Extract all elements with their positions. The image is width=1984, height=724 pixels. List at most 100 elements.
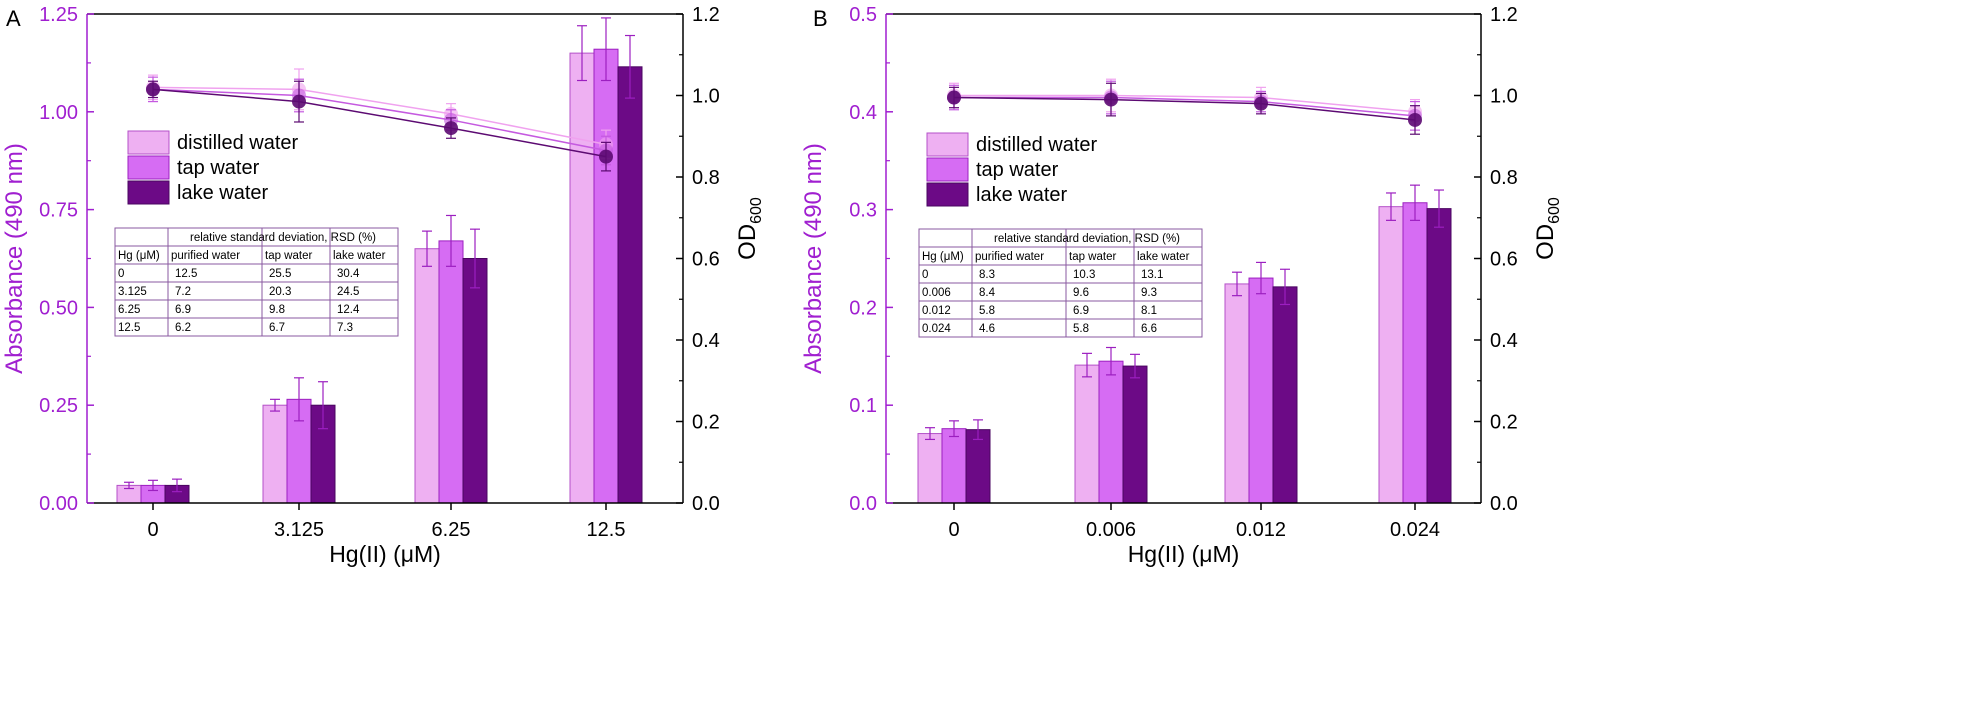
y-axis-title: Absorbance (490 nm): [800, 143, 827, 374]
y-tick-label: 1.25: [39, 4, 78, 26]
od-marker: [599, 149, 613, 164]
y2-axis-title-main: OD: [734, 224, 761, 260]
y2-tick-label: 0.0: [1490, 493, 1518, 515]
legend-label: tap water: [177, 157, 260, 179]
od-marker: [1104, 92, 1118, 107]
y2-axis-title: OD600: [734, 197, 765, 260]
bar: [1378, 206, 1404, 504]
table-cell: 13.1: [1141, 269, 1163, 281]
od-marker: [1408, 112, 1422, 127]
y-tick-label: 0.5: [849, 4, 877, 26]
y2-tick-label: 0.4: [1490, 330, 1518, 352]
x-axis-title: Hg(II) (μM): [1128, 541, 1240, 567]
panel-a: A0.000.250.500.751.001.250.00.20.40.60.8…: [1, 4, 765, 567]
table-header: relative standard deviation, RSD (%): [190, 232, 376, 244]
y2-tick-label: 1.2: [1490, 4, 1518, 26]
table-cell: 4.6: [979, 323, 995, 335]
legend-swatch: [926, 157, 969, 182]
x-tick-label: 6.25: [432, 519, 471, 541]
bar-series-2: [164, 34, 643, 504]
bar: [438, 240, 464, 504]
y-tick-label: 0.50: [39, 297, 78, 319]
table-cell: 0.024: [922, 323, 951, 335]
y2-tick-label: 0.6: [692, 249, 720, 271]
table-cell: 6.25: [118, 304, 140, 316]
x-tick-label: 0.024: [1390, 519, 1440, 541]
table-cell: 8.3: [979, 269, 995, 281]
bar-series-2: [965, 189, 1452, 504]
table-cell: 20.3: [269, 286, 291, 298]
y2-tick-label: 0.4: [692, 330, 720, 352]
table-column-header: lake water: [1137, 251, 1190, 263]
od-line: [954, 94, 1416, 113]
od-marker: [947, 90, 961, 105]
bar: [1272, 286, 1298, 504]
bar: [1248, 277, 1274, 504]
table-column-header: purified water: [975, 251, 1044, 263]
table-header: relative standard deviation, RSD (%): [994, 233, 1180, 245]
od-line: [152, 88, 607, 158]
y2-tick-label: 0.2: [692, 412, 720, 434]
od-marker: [292, 94, 306, 109]
y2-axis-title-main: OD: [1532, 224, 1559, 260]
table-cell: 6.6: [1141, 323, 1157, 335]
table-cell: 0: [118, 268, 124, 280]
table-cell: 5.8: [1073, 323, 1089, 335]
y2-axis-title-sub: 600: [748, 197, 765, 224]
panel-label: A: [6, 6, 21, 31]
x-tick-label: 3.125: [274, 519, 324, 541]
y2-tick-label: 1.0: [1490, 86, 1518, 108]
bar-series-1: [941, 184, 1428, 504]
y-axis-title: Absorbance (490 nm): [1, 143, 28, 374]
table-cell: 9.3: [1141, 287, 1157, 299]
x-tick-label: 0: [147, 519, 158, 541]
y-tick-label: 0.0: [849, 493, 877, 515]
bar: [1426, 208, 1452, 504]
table-cell: 5.8: [979, 305, 995, 317]
od-marker: [146, 82, 160, 97]
bar: [965, 429, 991, 504]
table-cell: 8.1: [1141, 305, 1157, 317]
table-cell: 0.006: [922, 287, 951, 299]
panel-label: B: [813, 6, 828, 31]
y2-tick-label: 0.6: [1490, 249, 1518, 271]
x-tick-label: 12.5: [587, 519, 626, 541]
table-cell: 7.3: [337, 322, 353, 334]
table-cell: 0: [922, 269, 928, 281]
table-cell: 9.8: [269, 304, 285, 316]
y-tick-label: 0.25: [39, 395, 78, 417]
x-tick-label: 0.006: [1086, 519, 1136, 541]
y-tick-label: 0.75: [39, 200, 78, 222]
table-column-header: Hg (μM): [118, 250, 160, 262]
legend-swatch: [926, 132, 969, 157]
table-column-header: lake water: [333, 250, 386, 262]
y2-tick-label: 1.0: [692, 86, 720, 108]
y2-tick-label: 0.2: [1490, 412, 1518, 434]
x-tick-label: 0: [948, 519, 959, 541]
bar: [1098, 360, 1124, 504]
table-cell: 25.5: [269, 268, 291, 280]
bar: [462, 258, 488, 504]
legend-swatch: [127, 155, 170, 180]
table-cell: 24.5: [337, 286, 359, 298]
table-cell: 3.125: [118, 286, 147, 298]
x-tick-label: 0.012: [1236, 519, 1286, 541]
table-cell: 0.012: [922, 305, 951, 317]
bar: [593, 48, 619, 504]
y-tick-label: 0.00: [39, 493, 78, 515]
table-cell: 8.4: [979, 287, 996, 299]
y2-axis-title-sub: 600: [1546, 197, 1563, 224]
bar: [941, 428, 967, 504]
legend-label: lake water: [976, 184, 1067, 206]
y-tick-label: 0.4: [849, 102, 877, 124]
y-tick-label: 0.2: [849, 297, 877, 319]
panel-b: B 0.0 0.1 0.2 0.3 0.4 0.5 0.0 0.2 0.4 0.6 0.8 1.0 1.2…: [800, 4, 1563, 567]
legend-label: tap water: [976, 159, 1059, 181]
y2-tick-label: 0.0: [692, 493, 720, 515]
od-line: [152, 86, 607, 146]
rsd-table: relative standard deviation, RSD (%) Hg (…: [918, 228, 1203, 338]
od-line: [152, 88, 607, 152]
rsd-table: relative standard deviation, RSD (%) Hg (…: [114, 227, 399, 337]
table-cell: 6.7: [269, 322, 285, 334]
table-cell: 12.5: [118, 322, 140, 334]
